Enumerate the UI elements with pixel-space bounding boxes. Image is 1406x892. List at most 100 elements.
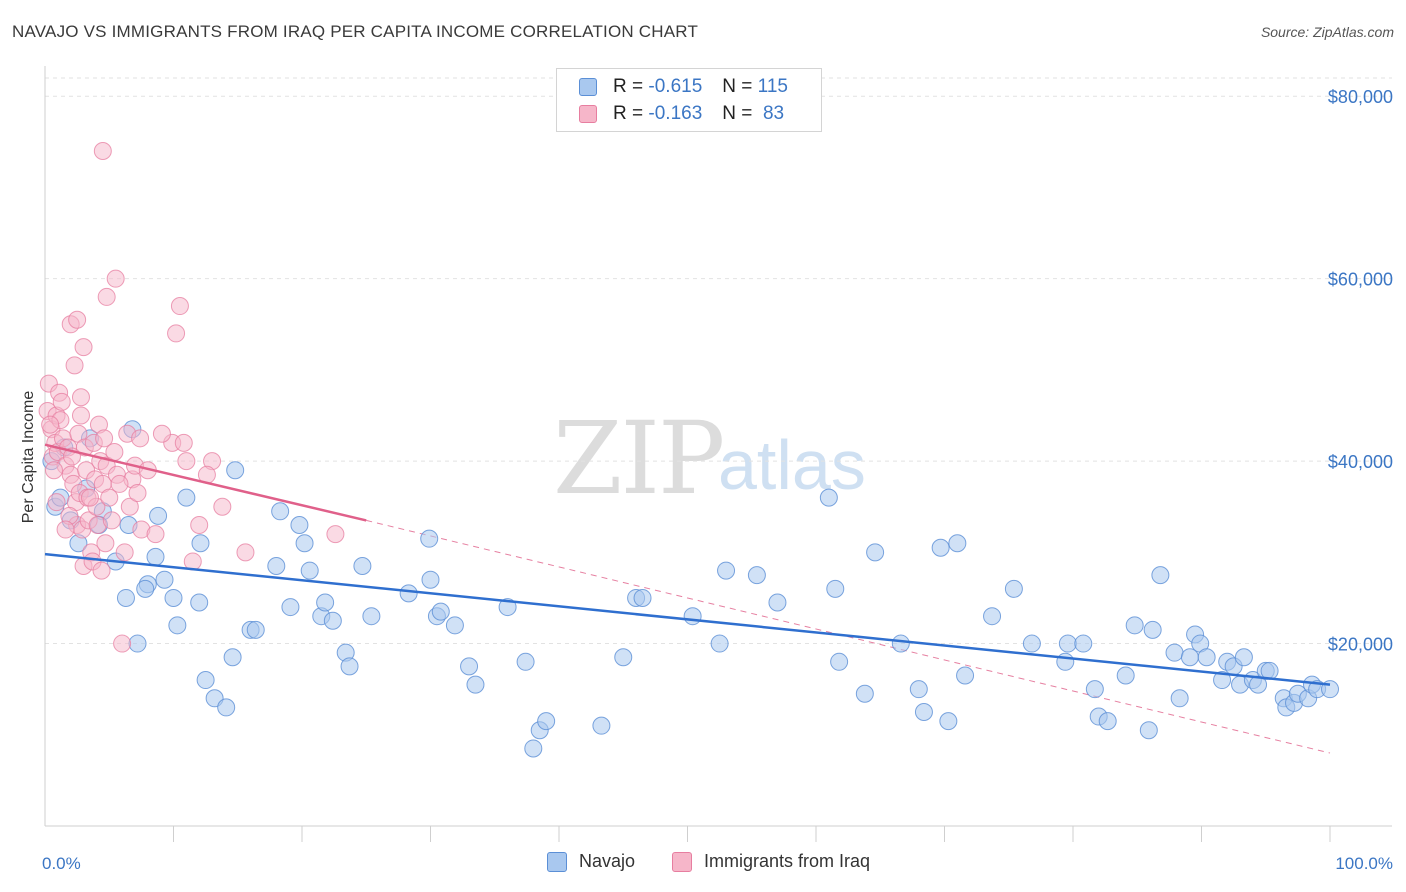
iraq-point	[74, 338, 93, 357]
navajo-point	[316, 593, 335, 612]
navajo-point	[323, 611, 342, 630]
bottom-legend-iraq: Immigrants from Iraq	[672, 851, 870, 872]
navajo-point	[190, 593, 209, 612]
navajo-point	[191, 534, 210, 553]
iraq-points	[38, 141, 345, 653]
navajo-point	[891, 634, 910, 653]
bottom-legend-navajo: Navajo	[547, 851, 635, 872]
iraq-point	[213, 497, 232, 516]
iraq-point	[71, 406, 90, 425]
navajo-point	[710, 634, 729, 653]
iraq-point	[131, 429, 150, 448]
iraq-point	[146, 525, 165, 544]
navajo-point	[146, 547, 165, 566]
navajo-point	[830, 652, 849, 671]
navajo-point	[1170, 689, 1189, 708]
legend: R = -0.615 N = 115 R = -0.163 N = 83	[556, 68, 822, 132]
iraq-point	[71, 388, 90, 407]
iraq-point	[113, 634, 132, 653]
iraq-point	[56, 520, 75, 539]
navajo-point	[420, 529, 439, 548]
navajo-point	[1139, 721, 1158, 740]
navajo-point	[855, 684, 874, 703]
navajo-point	[353, 557, 372, 576]
y-tick-label: $20,000	[1328, 635, 1393, 655]
iraq-point	[97, 287, 116, 306]
iraq-point	[110, 474, 129, 493]
navajo-legend-swatch	[547, 851, 567, 872]
navajo-point	[1085, 680, 1104, 699]
navajo-point	[421, 570, 440, 589]
navajo-point	[1125, 616, 1144, 635]
iraq-trend-line	[44, 443, 367, 522]
iraq-point	[177, 452, 196, 471]
iraq-point	[102, 511, 121, 530]
iraq-point	[174, 433, 193, 452]
navajo-point	[1151, 566, 1170, 585]
navajo-point	[340, 657, 359, 676]
axes	[44, 66, 1392, 842]
navajo-point	[866, 543, 885, 562]
iraq-point	[96, 534, 115, 553]
watermark-zip: ZIP	[553, 400, 725, 517]
navajo-point	[1143, 620, 1162, 639]
navajo-point	[271, 502, 290, 521]
iraq-point	[80, 488, 99, 507]
navajo-point	[683, 607, 702, 626]
iraq-swatch	[579, 105, 597, 123]
y-tick-label: $60,000	[1328, 270, 1393, 290]
navajo-point	[1234, 648, 1253, 667]
navajo-legend-label: Navajo	[579, 851, 636, 871]
legend-row-iraq: R = -0.163 N = 83	[579, 103, 784, 125]
iraq-point	[106, 269, 125, 288]
navajo-point	[909, 680, 928, 699]
navajo-trend-line	[44, 552, 1331, 686]
legend-r-value: -0.163	[648, 103, 703, 124]
navajo-point	[983, 607, 1002, 626]
legend-n-label: N =	[722, 76, 753, 97]
navajo-point	[362, 607, 381, 626]
navajo-point	[1004, 579, 1023, 598]
navajo-point	[956, 666, 975, 685]
iraq-point	[115, 543, 134, 562]
navajo-point	[431, 602, 450, 621]
iraq-point	[100, 488, 119, 507]
iraq-point	[95, 429, 114, 448]
navajo-point	[1058, 634, 1077, 653]
iraq-point	[152, 424, 171, 443]
navajo-point	[768, 593, 787, 612]
chart-title: NAVAJO VS IMMIGRANTS FROM IRAQ PER CAPIT…	[12, 22, 699, 41]
x-tick-label: 100.0%	[1335, 854, 1393, 873]
navajo-point	[177, 488, 196, 507]
y-axis-label: Per Capita Income	[20, 391, 37, 524]
navajo-point	[226, 461, 245, 480]
navajo-point	[592, 716, 611, 735]
legend-n-label: N =	[722, 103, 753, 124]
navajo-point	[128, 634, 147, 653]
navajo-points	[42, 420, 1339, 758]
iraq-legend-label: Immigrants from Iraq	[704, 851, 871, 871]
iraq-point	[167, 324, 186, 343]
navajo-point	[300, 561, 319, 580]
navajo-point	[1213, 671, 1232, 690]
iraq-point	[68, 310, 87, 329]
navajo-point	[717, 561, 736, 580]
navajo-point	[155, 570, 174, 589]
iraq-point	[326, 525, 345, 544]
navajo-point	[445, 616, 464, 635]
navajo-point	[1116, 666, 1135, 685]
iraq-point	[93, 141, 112, 160]
navajo-point	[537, 712, 556, 731]
navajo-point	[516, 652, 535, 671]
iraq-point	[128, 484, 147, 503]
watermark-atlas: atlas	[718, 426, 866, 504]
navajo-point	[168, 616, 187, 635]
navajo-point	[747, 566, 766, 585]
legend-r-label: R =	[613, 76, 644, 97]
navajo-point	[267, 557, 286, 576]
legend-n-value: 115	[757, 76, 788, 97]
navajo-point	[1165, 643, 1184, 662]
iraq-point	[105, 443, 124, 461]
chart-source: Source: ZipAtlas.com	[1260, 24, 1394, 40]
y-tick-label: $80,000	[1328, 87, 1393, 107]
